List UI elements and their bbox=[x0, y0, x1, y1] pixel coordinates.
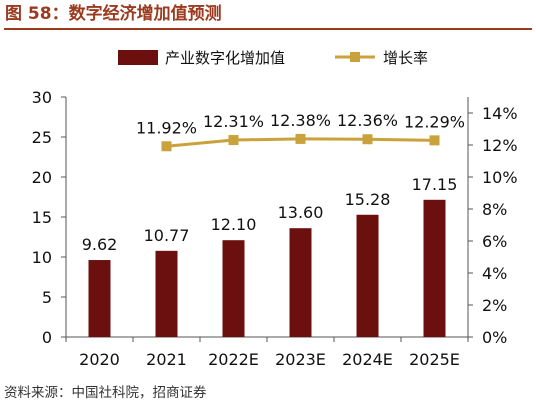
bar-data-label: 17.15 bbox=[412, 175, 458, 194]
y-right-tick-label: 10% bbox=[482, 168, 518, 187]
line-data-label: 12.38% bbox=[270, 111, 331, 130]
y-right-tick-label: 12% bbox=[482, 136, 518, 155]
bar-data-label: 9.62 bbox=[82, 235, 118, 254]
figure-title: 图 58：数字经济增加值预测 bbox=[5, 4, 222, 24]
line-data-label: 12.36% bbox=[337, 111, 398, 130]
bar-data-label: 12.10 bbox=[211, 215, 257, 234]
x-tick-label: 2020 bbox=[79, 350, 120, 369]
y-left-tick-label: 30 bbox=[32, 88, 52, 107]
legend-bar-swatch bbox=[118, 50, 158, 65]
y-right-tick-label: 0% bbox=[482, 328, 507, 347]
bar bbox=[88, 260, 111, 337]
y-left-tick-label: 10 bbox=[32, 248, 52, 267]
legend: 产业数字化增加值 增长率 bbox=[118, 49, 428, 67]
y-right-tick-label: 8% bbox=[482, 200, 507, 219]
y-left-tick-label: 20 bbox=[32, 168, 52, 187]
source-note: 资料来源：中国社科院，招商证券 bbox=[4, 385, 207, 401]
line-point bbox=[429, 135, 440, 146]
legend-line-marker bbox=[350, 52, 360, 62]
bar-data-label: 15.28 bbox=[345, 190, 391, 209]
legend-line-label: 增长率 bbox=[383, 49, 428, 67]
x-tick-label: 2022E bbox=[208, 350, 259, 369]
line-data-label: 12.31% bbox=[203, 112, 264, 131]
y-right-tick-label: 4% bbox=[482, 264, 507, 283]
x-tick-label: 2024E bbox=[342, 350, 393, 369]
x-tick-label: 2023E bbox=[275, 350, 326, 369]
title-divider bbox=[4, 28, 532, 30]
y-left-tick-label: 0 bbox=[42, 328, 52, 347]
y-left-tick-label: 25 bbox=[32, 128, 52, 147]
line-point bbox=[161, 141, 172, 152]
line-point bbox=[295, 133, 306, 144]
y-right-tick-label: 2% bbox=[482, 296, 507, 315]
x-tick-label: 2021 bbox=[146, 350, 187, 369]
y-right-tick-label: 14% bbox=[482, 104, 518, 123]
legend-bar-label: 产业数字化增加值 bbox=[165, 49, 285, 67]
y-left-tick-label: 5 bbox=[42, 288, 52, 307]
y-left-tick-label: 15 bbox=[32, 208, 52, 227]
y-right-tick-label: 6% bbox=[482, 232, 507, 251]
x-tick-label: 2025E bbox=[409, 350, 460, 369]
line-point bbox=[362, 134, 373, 145]
bar bbox=[423, 199, 446, 337]
bar-data-label: 13.60 bbox=[278, 203, 324, 222]
line-data-label: 11.92% bbox=[136, 118, 197, 137]
bar bbox=[289, 228, 312, 337]
bar bbox=[356, 214, 379, 337]
line-point bbox=[228, 135, 239, 146]
bar-data-label: 10.77 bbox=[144, 226, 190, 245]
bar bbox=[222, 240, 245, 337]
line-data-label: 12.29% bbox=[404, 112, 465, 131]
bar bbox=[155, 250, 178, 337]
